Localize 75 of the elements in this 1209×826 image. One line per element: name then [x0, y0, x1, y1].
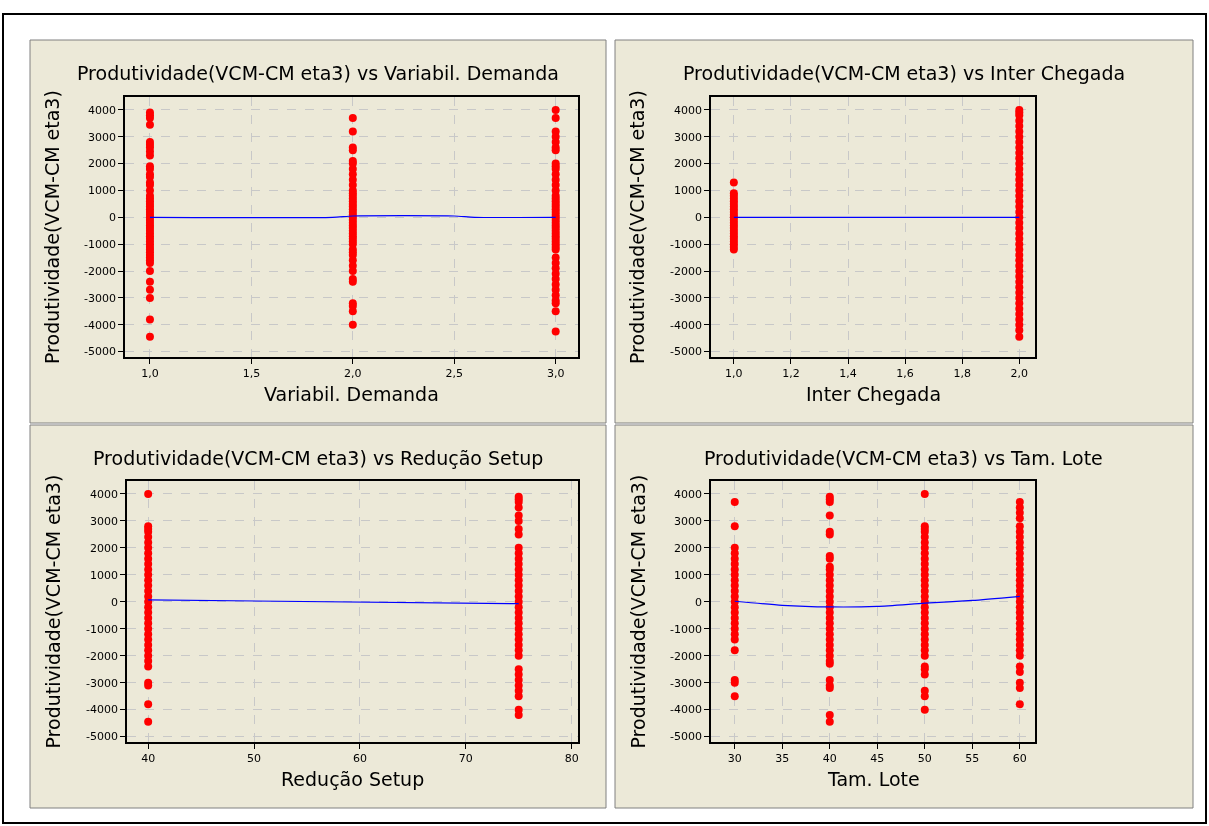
y-tick-label: 0	[111, 595, 119, 609]
y-axis-title: Produtividade(VCM-CM eta3)	[41, 90, 63, 364]
y-tick-label: 3000	[88, 130, 117, 144]
x-tick-label: 2,0	[1010, 366, 1029, 380]
x-tick-label: 1,0	[725, 366, 743, 380]
y-tick-label: -4000	[670, 318, 703, 332]
y-tick-label: 1000	[90, 568, 119, 582]
y-tick-label: 2000	[674, 157, 703, 171]
x-tick-label: 60	[1012, 751, 1027, 765]
x-tick-label: 70	[458, 751, 473, 765]
y-tick-label: -4000	[86, 703, 119, 717]
x-tick-label: 1,4	[839, 366, 857, 380]
y-tick-label: 1000	[674, 184, 703, 198]
x-axis-title: Redução Setup	[281, 768, 425, 790]
x-tick-label: 2,5	[445, 366, 463, 380]
y-tick-label: -3000	[670, 291, 703, 305]
y-tick-label: -3000	[84, 291, 117, 305]
y-tick-label: 1000	[88, 184, 117, 198]
x-tick-label: 40	[822, 751, 837, 765]
y-tick-label: 0	[109, 211, 117, 225]
y-tick-label: 2000	[90, 541, 119, 555]
y-tick-label: 4000	[88, 103, 117, 117]
y-tick-label: 3000	[674, 130, 703, 144]
x-tick-label: 2,0	[344, 366, 362, 380]
y-tick-label: -5000	[670, 345, 703, 359]
x-tick-label: 1,6	[896, 366, 914, 380]
x-tick-label: 1,2	[782, 366, 800, 380]
y-tick-label: -3000	[86, 676, 119, 690]
x-tick-label: 55	[965, 751, 980, 765]
y-tick-label: -2000	[670, 264, 703, 278]
y-tick-label: -1000	[670, 238, 703, 252]
x-tick-label: 50	[917, 751, 932, 765]
x-tick-label: 1,5	[242, 366, 261, 380]
x-tick-label: 3,0	[546, 366, 565, 380]
x-tick-label: 40	[141, 751, 156, 765]
x-axis-title: Variabil. Demanda	[264, 383, 439, 405]
y-axis-title: Produtividade(VCM-CM eta3)	[626, 474, 649, 749]
y-axis-title: Produtividade(VCM-CM eta3)	[626, 90, 648, 364]
x-axis-title: Inter Chegada	[806, 383, 942, 405]
y-tick-label: -1000	[86, 622, 119, 636]
y-tick-label: 3000	[674, 514, 703, 528]
y-tick-label: 4000	[674, 103, 703, 117]
y-tick-label: 2000	[674, 541, 703, 555]
y-tick-label: 0	[695, 595, 703, 609]
y-tick-label: 1000	[674, 568, 703, 582]
y-tick-label: 4000	[674, 487, 703, 501]
y-tick-label: -5000	[84, 345, 117, 359]
y-tick-label: -2000	[670, 649, 703, 663]
chart-title: Produtividade(VCM-CM eta3) vs Variabil. Demanda	[77, 62, 559, 84]
x-tick-label: 50	[247, 751, 262, 765]
y-tick-label: -2000	[84, 264, 117, 278]
y-tick-label: 3000	[90, 514, 119, 528]
y-tick-label: -4000	[84, 318, 117, 332]
x-tick-label: 35	[775, 751, 790, 765]
y-tick-label: -4000	[670, 703, 703, 717]
x-tick-label: 1,0	[141, 366, 159, 380]
x-tick-label: 80	[564, 751, 579, 765]
y-tick-label: 4000	[90, 487, 119, 501]
y-tick-label: -1000	[670, 622, 703, 636]
chart-title: Produtividade(VCM-CM eta3) vs Inter Chegada	[683, 62, 1126, 84]
y-tick-label: -3000	[670, 676, 703, 690]
y-tick-label: 2000	[88, 157, 117, 171]
y-tick-label: 0	[695, 211, 703, 225]
chart-title: Produtividade(VCM-CM eta3) vs Tam. Lote	[704, 447, 1103, 469]
x-axis-title: Tam. Lote	[827, 768, 920, 790]
y-tick-label: -5000	[670, 730, 703, 744]
y-tick-label: -1000	[84, 238, 117, 252]
chart-title: Produtividade(VCM-CM eta3) vs Redução Setup	[93, 447, 544, 469]
x-tick-label: 1,8	[953, 366, 971, 380]
y-tick-label: -5000	[86, 730, 119, 744]
y-axis-title: Produtividade(VCM-CM eta3)	[41, 474, 64, 749]
x-tick-label: 45	[870, 751, 885, 765]
x-tick-label: 30	[727, 751, 742, 765]
x-tick-label: 60	[352, 751, 367, 765]
y-tick-label: -2000	[86, 649, 119, 663]
